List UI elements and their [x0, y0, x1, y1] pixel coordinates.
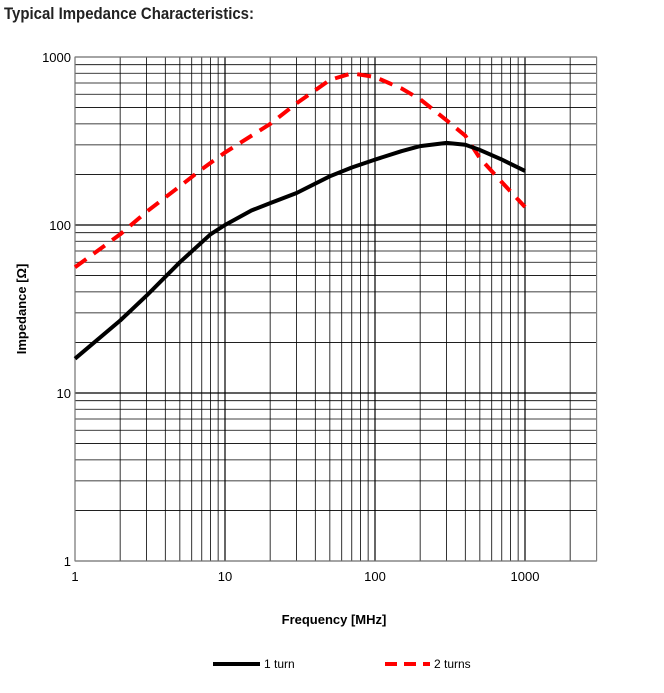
- chart-title: Typical Impedance Characteristics:: [4, 4, 254, 23]
- series-lines: [73, 71, 527, 361]
- x-axis-label: Frequency [MHz]: [282, 612, 387, 627]
- legend-label: 2 turns: [434, 657, 471, 671]
- series-line: [73, 71, 527, 269]
- x-tick-label: 1000: [511, 569, 540, 584]
- grid: [74, 56, 598, 562]
- y-tick-label: 1: [64, 554, 71, 569]
- y-tick-label: 100: [49, 218, 71, 233]
- y-tick-label: 1000: [42, 50, 71, 65]
- x-tick-label: 10: [218, 569, 232, 584]
- legend: 1 turn 2 turns: [213, 657, 471, 671]
- x-tick-label: 1: [71, 569, 78, 584]
- tick-labels: 1 10 100 1000 1 10 100 1000: [42, 50, 539, 584]
- plot-border: [74, 56, 598, 562]
- legend-label: 1 turn: [264, 657, 295, 671]
- y-tick-label: 10: [57, 386, 71, 401]
- y-axis-label: Impedance [Ω]: [14, 264, 29, 355]
- x-tick-label: 100: [364, 569, 386, 584]
- series-line: [73, 140, 526, 361]
